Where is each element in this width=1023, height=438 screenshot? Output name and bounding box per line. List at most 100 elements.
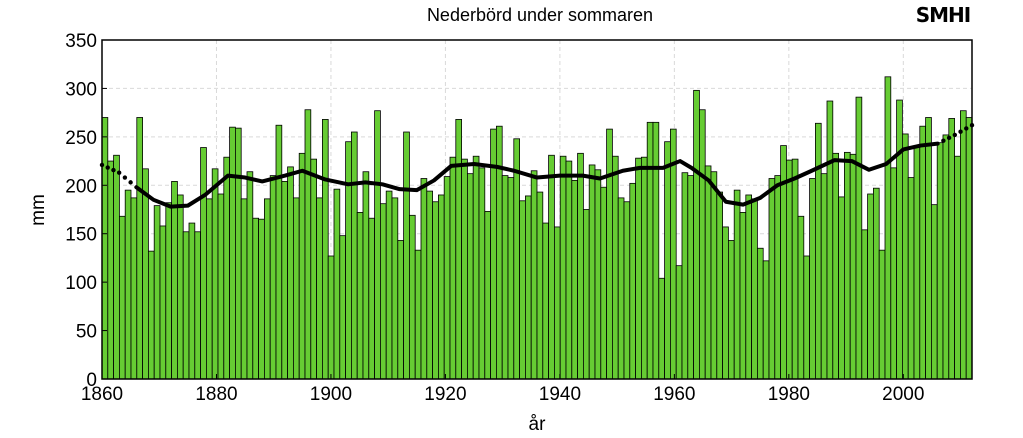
- bar-1905: [362, 171, 370, 380]
- bar-1873: [176, 194, 184, 380]
- bar-1914: [414, 249, 422, 380]
- y-tick-label: 350: [65, 31, 97, 52]
- bar-1923: [466, 173, 474, 380]
- bar-1945: [594, 169, 602, 380]
- bar-1992: [867, 193, 874, 380]
- bar-1980: [797, 215, 805, 380]
- plot-frame: [101, 39, 973, 380]
- bar-1920: [449, 156, 457, 380]
- bar-1867: [142, 168, 149, 380]
- y-tick-label: 300: [65, 79, 97, 100]
- bar-1969: [733, 189, 741, 380]
- bar-1908: [379, 203, 387, 380]
- x-axis-ticks: 1860 1880 1900 1920 1940 1960 1980 2000: [81, 374, 924, 405]
- bar-1953: [641, 156, 648, 380]
- bar-1937: [548, 154, 555, 380]
- bar-1994: [878, 249, 886, 380]
- bar-1893: [292, 197, 300, 380]
- bar-1957: [664, 141, 671, 380]
- bar-1912: [403, 131, 410, 380]
- bar-2000: [913, 147, 921, 380]
- bar-1962: [693, 89, 700, 380]
- bar-1961: [687, 175, 694, 380]
- bar-2006: [948, 118, 955, 380]
- bar-1955: [652, 121, 660, 380]
- bar-1896: [310, 158, 317, 380]
- bar-1991: [861, 229, 868, 380]
- bar-1874: [182, 231, 190, 380]
- bar-1906: [368, 217, 375, 380]
- bar-1975: [768, 178, 776, 380]
- bar-1949: [617, 197, 625, 380]
- bar-1862: [113, 154, 120, 380]
- bar-1884: [240, 198, 248, 380]
- bar-1879: [211, 168, 219, 380]
- trend-line: [134, 141, 940, 209]
- x-tick-label: 1860: [81, 384, 123, 405]
- bar-2007: [954, 155, 961, 380]
- bar-1978: [786, 159, 793, 380]
- bar-1929: [501, 175, 509, 380]
- x-axis-label: år: [529, 414, 547, 435]
- bar-1886: [252, 217, 260, 380]
- y-tick-label: 100: [65, 273, 97, 294]
- bar-1885: [246, 171, 254, 380]
- y-tick-label: 200: [65, 176, 97, 197]
- bar-1976: [774, 175, 781, 380]
- bar-1973: [757, 247, 764, 380]
- bar-1925: [478, 167, 486, 380]
- trend-curve: [99, 123, 975, 209]
- bar-1877: [200, 147, 207, 380]
- bar-1938: [554, 226, 561, 380]
- bar-1993: [873, 187, 880, 380]
- bar-1902: [345, 141, 352, 380]
- bar-1909: [385, 190, 393, 380]
- bar-1915: [420, 178, 428, 380]
- bar-1970: [739, 212, 747, 380]
- bar-1940: [565, 160, 573, 380]
- bar-1907: [374, 110, 381, 380]
- bar-1981: [803, 255, 810, 380]
- bar-1919: [443, 176, 451, 380]
- bar-1936: [542, 222, 549, 380]
- trend-dot: [946, 135, 952, 141]
- bar-1913: [408, 214, 416, 380]
- bar-1965: [710, 171, 718, 380]
- bar-1897: [316, 197, 323, 380]
- bar-1933: [525, 195, 532, 380]
- bar-1943: [583, 209, 590, 380]
- trend-dot: [952, 132, 958, 138]
- x-tick-label: 1940: [539, 384, 581, 405]
- bar-1922: [461, 158, 468, 380]
- bar-1998: [902, 133, 909, 380]
- bar-1988: [844, 151, 851, 380]
- bar-1899: [327, 255, 335, 380]
- bar-1911: [397, 240, 404, 380]
- bar-1898: [321, 119, 329, 380]
- bar-1870: [159, 225, 167, 380]
- bar-1926: [484, 211, 491, 380]
- bar-1939: [559, 155, 567, 380]
- bar-1982: [809, 178, 816, 380]
- bar-2008: [960, 110, 967, 380]
- bar-1895: [304, 109, 312, 380]
- bar-1954: [646, 121, 654, 380]
- bar-1968: [728, 240, 735, 380]
- chart-title: Nederbörd under sommaren: [427, 5, 653, 25]
- bar-1947: [606, 128, 613, 380]
- bar-2009: [965, 117, 973, 380]
- y-tick-label: 250: [65, 128, 97, 149]
- x-tick-label: 1920: [424, 384, 466, 405]
- bar-1972: [751, 198, 758, 380]
- bar-1889: [269, 175, 277, 380]
- y-axis-ticks: 0 50 100 150 200 250 300 350: [65, 31, 107, 391]
- bar-2001: [919, 125, 926, 380]
- bar-1878: [205, 198, 213, 380]
- trend-dot: [958, 129, 963, 134]
- bar-2005: [942, 134, 950, 380]
- bar-2004: [936, 142, 944, 380]
- bar-1894: [298, 152, 306, 380]
- bar-1987: [838, 196, 845, 380]
- trend-dot: [116, 170, 122, 175]
- x-tick-label: 1880: [195, 384, 237, 405]
